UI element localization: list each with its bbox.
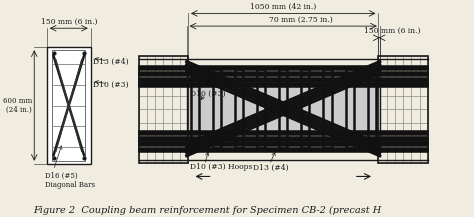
Bar (368, 69, 376, 148)
Bar (47, 47, 91, 164)
Text: D10 (#3) Hoops: D10 (#3) Hoops (190, 163, 253, 171)
Text: 600 mm
(24 in.): 600 mm (24 in.) (3, 97, 32, 114)
Bar (213, 69, 221, 148)
Bar (346, 69, 354, 148)
Text: D13 (#4): D13 (#4) (253, 163, 289, 171)
Text: Figure 2  Coupling beam reinforcement for Specimen CB-2 (precast H: Figure 2 Coupling beam reinforcement for… (33, 205, 382, 215)
Text: 1050 mm (42 in.): 1050 mm (42 in.) (250, 3, 316, 11)
Text: D10 (#3): D10 (#3) (190, 90, 226, 98)
Text: D13 (#4): D13 (#4) (190, 70, 226, 78)
Bar (139, 56, 188, 163)
Text: 150 mm (6 in.): 150 mm (6 in.) (365, 27, 421, 35)
Bar (301, 69, 310, 148)
Bar (257, 69, 265, 148)
Bar (323, 69, 331, 148)
Text: D16 (#5)
Diagonal Bars: D16 (#5) Diagonal Bars (45, 172, 95, 189)
Text: 150 mm (6 in.): 150 mm (6 in.) (40, 18, 97, 26)
Bar (52, 50, 85, 161)
Bar (279, 69, 287, 148)
Bar (187, 67, 380, 150)
Bar (235, 69, 243, 148)
Text: D13 (#4): D13 (#4) (93, 58, 128, 66)
Text: D10 (#3): D10 (#3) (93, 80, 128, 88)
Text: 70 mm (2.75 in.): 70 mm (2.75 in.) (269, 16, 333, 24)
Bar (191, 69, 199, 148)
Bar (378, 56, 428, 163)
